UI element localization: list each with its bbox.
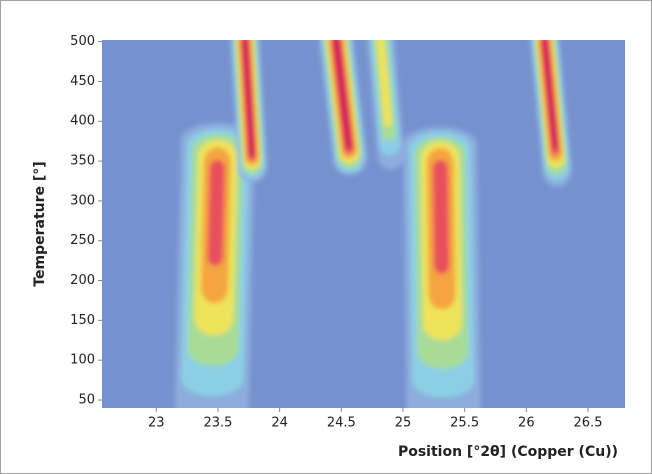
contour-band <box>207 159 225 266</box>
x-tick-label: 23.5 <box>203 416 232 431</box>
plot-area <box>102 40 625 408</box>
y-tick-label: 400 <box>70 114 95 129</box>
x-tick-label: 24 <box>271 416 288 431</box>
x-tick-label: 25.5 <box>450 416 479 431</box>
y-tick-label: 300 <box>70 193 95 208</box>
y-tick-label: 200 <box>70 273 95 288</box>
contour-band <box>432 159 450 274</box>
y-tick-label: 450 <box>70 74 95 89</box>
x-tick-label: 26.5 <box>574 416 603 431</box>
contour-band <box>376 40 392 127</box>
x-tick-label: 23 <box>148 416 165 431</box>
contour-band <box>242 40 255 157</box>
y-tick-label: 500 <box>70 34 95 49</box>
contour-band <box>542 40 558 149</box>
contour-band <box>333 40 352 149</box>
y-tick-label: 350 <box>70 154 95 169</box>
y-tick-label: 250 <box>70 233 95 248</box>
y-tick-label: 100 <box>70 353 95 368</box>
x-tick-label: 24.5 <box>327 416 356 431</box>
y-axis-title: Temperature [°] <box>32 161 48 286</box>
x-axis-title: Position [°2θ] (Copper (Cu)) <box>398 444 618 460</box>
y-tick-label: 50 <box>78 393 95 408</box>
y-tick-label: 150 <box>70 313 95 328</box>
x-tick-label: 26 <box>518 416 535 431</box>
x-tick-label: 25 <box>395 416 412 431</box>
contours <box>174 40 572 408</box>
